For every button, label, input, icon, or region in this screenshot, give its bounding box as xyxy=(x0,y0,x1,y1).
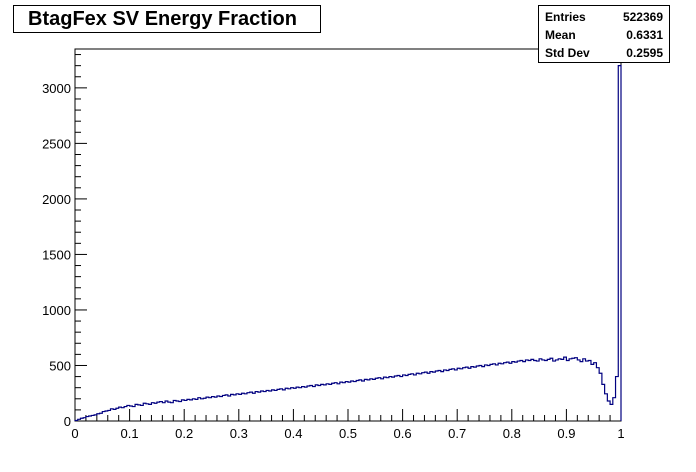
x-tick-label: 0.4 xyxy=(284,426,302,441)
stats-std-value: 0.2595 xyxy=(626,46,663,60)
x-tick-label: 0.5 xyxy=(339,426,357,441)
stats-std-label: Std Dev xyxy=(545,46,590,60)
stats-mean-value: 0.6331 xyxy=(626,28,663,42)
stats-entries-row: Entries 522369 xyxy=(545,8,663,26)
y-axis: 0 500 1000 1500 2000 2500 3000 xyxy=(42,54,87,429)
histogram-series xyxy=(74,65,622,422)
x-tick-label: 0.7 xyxy=(448,426,466,441)
chart-title: BtagFex SV Energy Fraction xyxy=(13,5,321,33)
histogram-line xyxy=(74,65,622,422)
x-tick-label: 0.8 xyxy=(503,426,521,441)
plot-frame xyxy=(74,48,622,422)
chart-title-text: BtagFex SV Energy Fraction xyxy=(28,7,297,30)
stats-box: Entries 522369 Mean 0.6331 Std Dev 0.259… xyxy=(538,5,670,63)
x-tick-label: 0.1 xyxy=(121,426,139,441)
stats-std-row: Std Dev 0.2595 xyxy=(545,44,663,62)
plot-border xyxy=(74,48,622,422)
stats-entries-value: 522369 xyxy=(622,10,663,24)
y-tick-label: 1500 xyxy=(42,247,71,262)
x-axis: 0 0.1 0.2 0.3 0.4 0.5 0.6 0.7 0.8 0.9 1 xyxy=(71,409,625,441)
x-tick-label: 0.3 xyxy=(230,426,248,441)
y-tick-label: 3000 xyxy=(42,81,71,96)
stats-mean-label: Mean xyxy=(545,28,576,42)
stats-entries-label: Entries xyxy=(545,10,586,24)
x-tick-label: 1 xyxy=(617,426,624,441)
x-tick-label: 0.6 xyxy=(394,426,412,441)
x-tick-label: 0.9 xyxy=(557,426,575,441)
stats-mean-row: Mean 0.6331 xyxy=(545,26,663,44)
y-tick-label: 2000 xyxy=(42,192,71,207)
x-tick-label: 0.2 xyxy=(175,426,193,441)
x-tick-label: 0 xyxy=(71,426,78,441)
y-tick-label: 500 xyxy=(49,358,71,373)
y-tick-label: 2500 xyxy=(42,136,71,151)
y-tick-label: 0 xyxy=(64,414,71,429)
y-tick-label: 1000 xyxy=(42,303,71,318)
